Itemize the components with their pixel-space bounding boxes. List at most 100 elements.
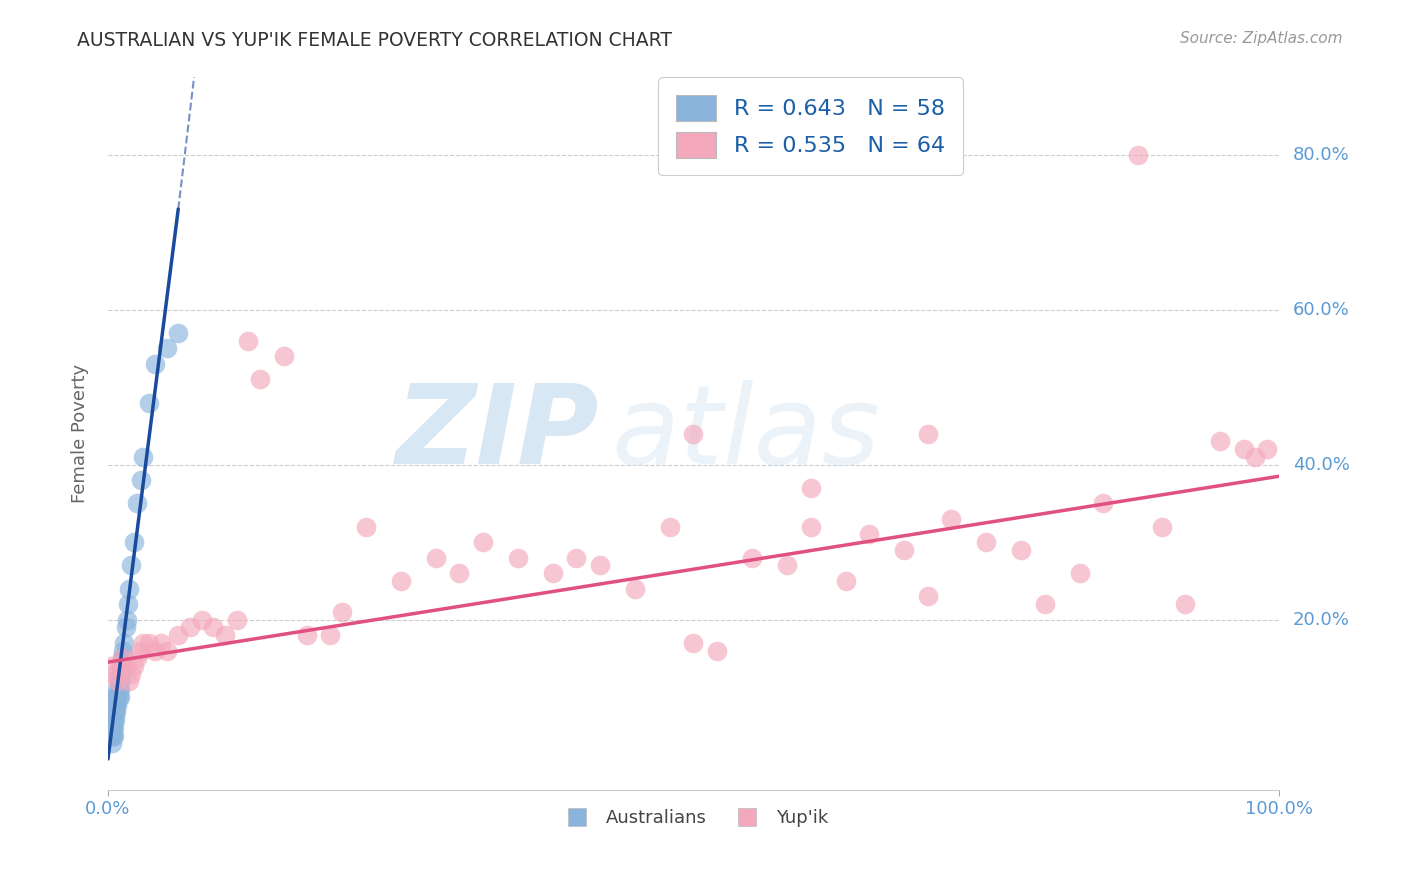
Point (1069, 566, 1091, 580)
Point (541, 566, 564, 580)
Point (506, 550, 529, 565)
Point (273, 349, 295, 363)
Point (108, 659, 131, 673)
Point (974, 535, 997, 549)
Point (893, 542, 915, 557)
Point (799, 519, 821, 533)
Point (105, 698, 128, 712)
Point (107, 690, 129, 704)
Point (103, 713, 125, 727)
Point (100, 729, 122, 743)
Point (110, 666, 132, 681)
Point (98, 729, 121, 743)
Point (104, 690, 127, 704)
Point (225, 613, 247, 627)
Point (112, 651, 135, 665)
Point (105, 706, 128, 720)
Point (105, 690, 128, 704)
Point (120, 558, 142, 573)
Point (120, 666, 142, 681)
Point (190, 613, 212, 627)
Point (101, 729, 124, 743)
Point (295, 628, 318, 642)
Point (108, 682, 131, 697)
Point (1128, 148, 1150, 162)
Point (114, 620, 136, 634)
Point (776, 558, 799, 573)
Point (706, 643, 728, 657)
Point (917, 426, 939, 441)
Point (143, 357, 166, 371)
Text: atlas: atlas (612, 380, 880, 487)
Point (624, 582, 647, 596)
Point (100, 706, 122, 720)
Point (249, 372, 271, 386)
Point (101, 721, 124, 735)
Point (118, 674, 141, 689)
Point (105, 698, 128, 712)
Point (132, 450, 155, 464)
Point (1174, 597, 1197, 611)
Point (98, 729, 121, 743)
Point (179, 620, 201, 634)
Point (471, 535, 494, 549)
Point (132, 636, 155, 650)
Point (112, 643, 135, 657)
Point (100, 713, 122, 727)
Point (167, 326, 190, 340)
Point (100, 721, 122, 735)
Point (111, 651, 134, 665)
Point (111, 659, 134, 673)
Point (155, 342, 177, 356)
Point (127, 496, 149, 510)
Point (1233, 442, 1256, 457)
Point (104, 713, 127, 727)
Point (103, 729, 125, 743)
Point (108, 690, 131, 704)
Point (129, 473, 152, 487)
Point (155, 643, 177, 657)
Point (122, 535, 145, 549)
Point (1010, 542, 1032, 557)
Point (112, 636, 135, 650)
Point (917, 590, 939, 604)
Point (1256, 442, 1278, 457)
Text: ZIP: ZIP (396, 380, 600, 487)
Point (238, 334, 260, 348)
Point (101, 706, 124, 720)
Point (115, 613, 138, 627)
Point (354, 519, 377, 533)
Point (103, 666, 125, 681)
Point (799, 481, 821, 495)
Text: AUSTRALIAN VS YUP'IK FEMALE POVERTY CORRELATION CHART: AUSTRALIAN VS YUP'IK FEMALE POVERTY CORR… (77, 31, 672, 50)
Y-axis label: Female Poverty: Female Poverty (72, 364, 89, 503)
Point (101, 698, 124, 712)
Point (105, 682, 128, 697)
Point (167, 628, 190, 642)
Point (111, 651, 134, 665)
Point (105, 690, 128, 704)
Point (1092, 496, 1115, 510)
Point (107, 674, 129, 689)
Point (682, 636, 704, 650)
Legend: Australians, Yup'ik: Australians, Yup'ik (553, 802, 835, 834)
Point (107, 682, 129, 697)
Text: 60.0%: 60.0% (1294, 301, 1350, 318)
Point (1033, 597, 1056, 611)
Point (98, 721, 121, 735)
Point (449, 566, 471, 580)
Point (122, 659, 145, 673)
Point (143, 643, 166, 657)
Point (682, 426, 704, 441)
Point (127, 651, 149, 665)
Point (1244, 450, 1267, 464)
Point (214, 628, 236, 642)
Point (834, 574, 856, 588)
Text: 80.0%: 80.0% (1294, 146, 1350, 164)
Point (118, 582, 141, 596)
Point (108, 666, 131, 681)
Point (425, 550, 447, 565)
Text: Source: ZipAtlas.com: Source: ZipAtlas.com (1180, 31, 1343, 46)
Point (741, 550, 763, 565)
Point (129, 643, 152, 657)
